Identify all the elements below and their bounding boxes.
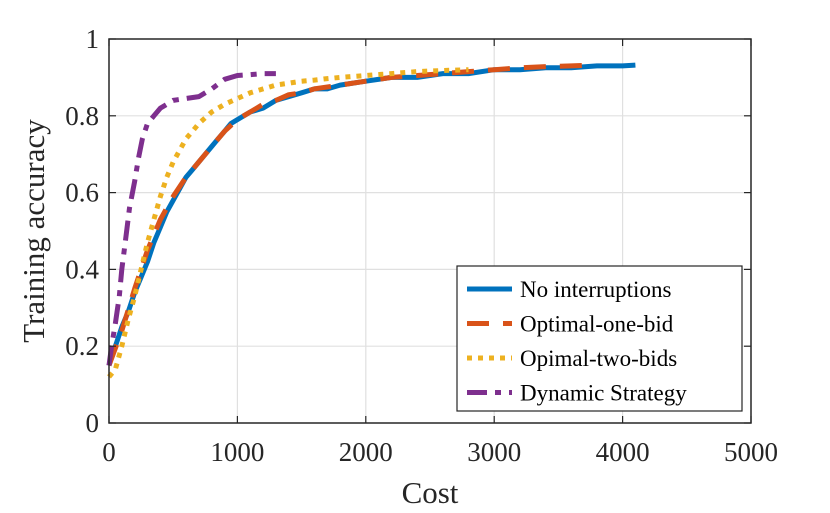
series-line-optimal-one-bid <box>106 62 591 367</box>
y-tick-label: 0 <box>86 408 100 438</box>
legend: No interruptions Optimal-one-bid Opimal-tw… <box>456 265 743 412</box>
y-tick-label: 0.8 <box>65 101 99 131</box>
x-tick-label: 0 <box>102 437 116 467</box>
legend-label-dynamic-strategy: Dynamic Strategy <box>520 381 687 406</box>
series-layer <box>106 62 636 379</box>
x-tick-label: 5000 <box>724 437 778 467</box>
x-tick-label: 3000 <box>467 437 521 467</box>
legend-label-opimal-two-bids: Opimal-two-bids <box>520 346 677 371</box>
series-line-dynamic-strategy <box>106 71 276 366</box>
y-axis-title: Training accuracy <box>16 119 51 343</box>
x-axis-title: Cost <box>402 475 459 510</box>
legend-label-no-interruptions: No interruptions <box>520 277 671 302</box>
series-line-opimal-two-bids <box>107 67 469 379</box>
x-tick-label: 1000 <box>210 437 264 467</box>
y-tick-label: 0.4 <box>65 254 99 284</box>
x-tick-label: 2000 <box>339 437 393 467</box>
y-tick-label: 0.2 <box>65 331 99 361</box>
plot-frame <box>108 38 752 424</box>
legend-label-optimal-one-bid: Optimal-one-bid <box>520 312 674 337</box>
tick-labels: 0 1000 2000 3000 4000 5000 0 0.2 0.4 0.6 0.8 1 <box>65 24 778 467</box>
y-tick-label: 0.6 <box>65 178 99 208</box>
x-tick-label: 4000 <box>596 437 650 467</box>
y-tick-label: 1 <box>86 24 100 54</box>
ticks <box>108 38 752 424</box>
